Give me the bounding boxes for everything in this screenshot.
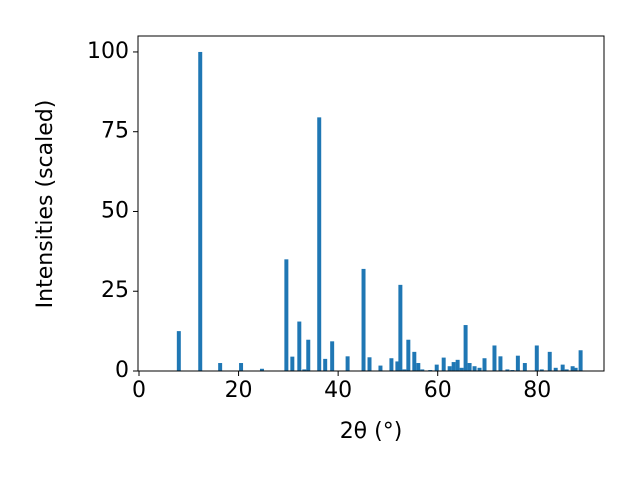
bar [578, 350, 583, 371]
bar [455, 359, 460, 371]
bar [441, 357, 446, 371]
bar [522, 363, 527, 371]
bar [218, 363, 223, 371]
bar [398, 284, 403, 371]
bar [564, 369, 569, 371]
x-tick-label: 20 [225, 378, 253, 403]
bar [302, 369, 307, 371]
bar [176, 331, 181, 371]
bar [472, 366, 477, 371]
bar [378, 365, 383, 371]
bar [367, 357, 372, 371]
bar [416, 363, 421, 371]
bar [198, 51, 203, 371]
x-tick-label: 60 [424, 378, 452, 403]
bar [345, 356, 350, 371]
y-tick-label: 0 [115, 358, 129, 383]
bar [447, 366, 452, 371]
bar [482, 358, 487, 371]
bar [539, 369, 544, 371]
bar [330, 341, 335, 371]
bar [361, 268, 366, 371]
bar [406, 339, 411, 371]
y-tick-label: 100 [87, 39, 129, 64]
bar [505, 369, 510, 371]
bar [434, 364, 439, 371]
bar [451, 362, 456, 371]
bar [477, 367, 482, 371]
y-axis-label: Intensities (scaled) [33, 100, 58, 309]
bar [547, 351, 552, 371]
bar [560, 364, 565, 371]
bar [239, 363, 244, 371]
y-tick-label: 75 [101, 119, 129, 144]
bar [389, 358, 394, 371]
bar [467, 363, 472, 371]
x-tick-label: 0 [132, 378, 146, 403]
bar [459, 367, 464, 371]
y-tick-label: 50 [101, 198, 129, 223]
x-axis-label: 2θ (°) [340, 419, 403, 444]
x-tick-label: 40 [324, 378, 352, 403]
bar [306, 339, 311, 371]
x-tick-label: 80 [523, 378, 551, 403]
bar [297, 321, 302, 371]
bar [290, 356, 295, 371]
bar [463, 325, 468, 371]
bar [534, 345, 539, 371]
bar [498, 356, 503, 371]
bar [317, 117, 322, 371]
bar [402, 369, 407, 371]
bar [492, 345, 497, 371]
bar [412, 351, 417, 371]
bar [395, 361, 400, 371]
bar [284, 259, 289, 371]
y-tick-label: 25 [101, 278, 129, 303]
bar [259, 368, 264, 371]
bar [420, 369, 425, 371]
bar [323, 358, 328, 371]
bar [570, 366, 575, 371]
bar [573, 367, 578, 371]
bar [515, 355, 520, 371]
plot-frame [137, 35, 605, 372]
bar [553, 367, 558, 371]
